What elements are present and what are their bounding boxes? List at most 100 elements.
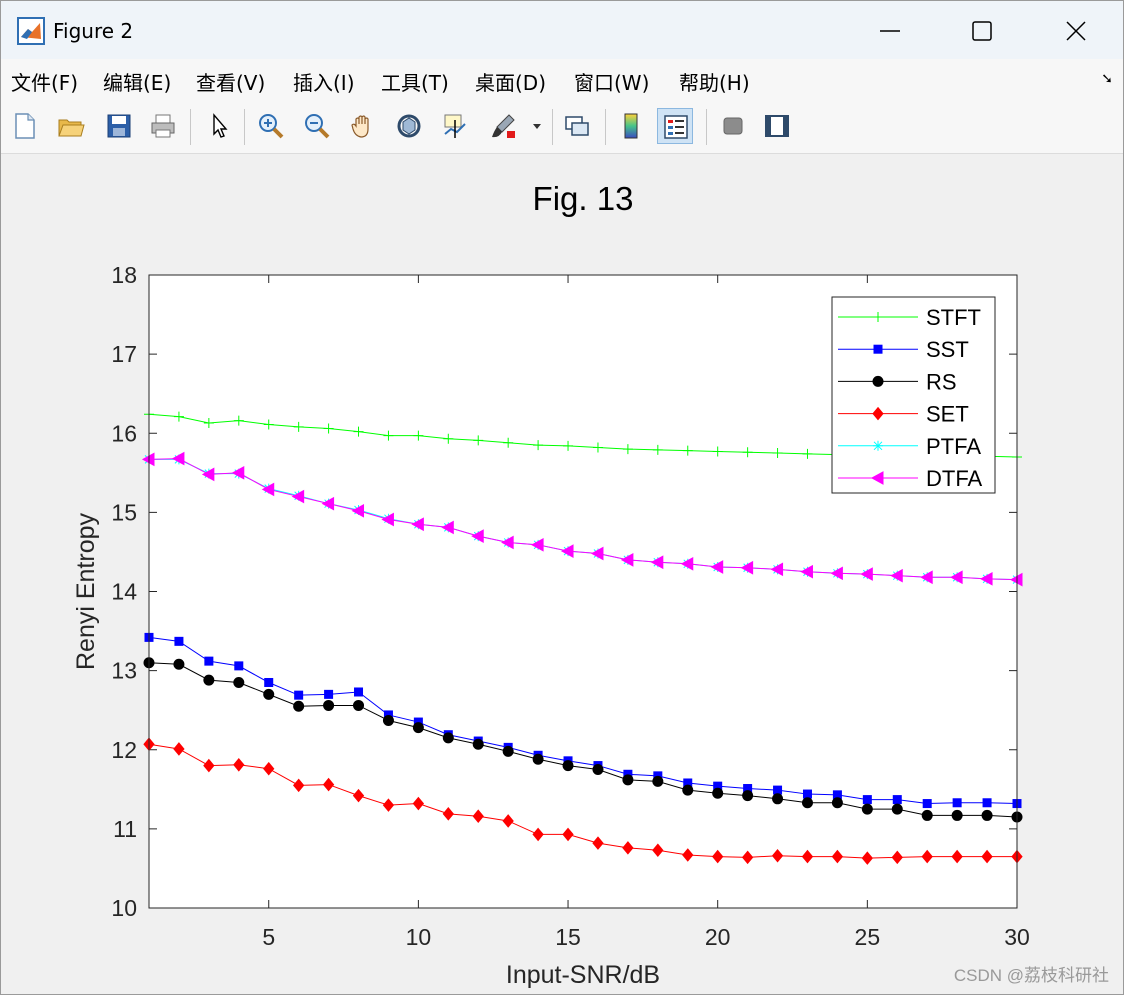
hide-plot-tools-icon bbox=[723, 117, 743, 135]
legend-button[interactable] bbox=[657, 108, 693, 144]
data-point-dtfa bbox=[560, 544, 574, 558]
data-point-stft bbox=[443, 433, 454, 444]
data-point-dtfa bbox=[920, 570, 933, 585]
legend-entry-sst: SST bbox=[838, 337, 969, 362]
toolbar-separator bbox=[244, 109, 245, 145]
y-tick-label: 11 bbox=[113, 816, 137, 842]
data-cursor-icon bbox=[444, 114, 466, 138]
legend-icon bbox=[664, 115, 688, 139]
data-point-sst bbox=[862, 795, 872, 805]
data-point-rs bbox=[981, 809, 993, 821]
legend-marker bbox=[873, 344, 883, 354]
dock-arrow-icon[interactable]: ➘ bbox=[1101, 71, 1113, 87]
menu-help[interactable]: 帮助(H) bbox=[679, 71, 750, 95]
open-file-button[interactable] bbox=[53, 108, 89, 144]
maximize-button[interactable] bbox=[959, 11, 1005, 51]
menu-edit[interactable]: 编辑(E) bbox=[103, 71, 172, 95]
menu-desktop[interactable]: 桌面(D) bbox=[475, 71, 547, 95]
legend-marker bbox=[872, 375, 884, 387]
data-point-set bbox=[173, 742, 185, 756]
data-point-set bbox=[622, 841, 634, 855]
data-point-set bbox=[412, 796, 425, 811]
new-figure-button[interactable] bbox=[7, 108, 43, 144]
show-plot-tools-button[interactable] bbox=[759, 108, 795, 144]
data-point-stft bbox=[802, 448, 813, 459]
save-button[interactable] bbox=[101, 108, 137, 144]
data-point-set bbox=[293, 778, 305, 793]
data-point-rs bbox=[592, 764, 604, 776]
data-cursor-button[interactable] bbox=[437, 108, 473, 144]
menu-window[interactable]: 窗口(W) bbox=[574, 71, 650, 95]
data-point-rs bbox=[293, 700, 305, 712]
menu-bar: 文件(F) 编辑(E) 查看(V) 插入(I) 工具(T) 桌面(D) 窗口(W… bbox=[1, 59, 1123, 101]
data-point-dtfa bbox=[261, 482, 275, 497]
data-point-sst bbox=[294, 690, 304, 700]
data-point-stft bbox=[233, 415, 244, 426]
pan-button[interactable] bbox=[345, 108, 381, 144]
legend-entry-set: SET bbox=[838, 402, 969, 427]
minimize-icon bbox=[880, 30, 900, 32]
data-point-stft bbox=[563, 440, 574, 451]
data-point-set bbox=[263, 761, 275, 776]
close-button[interactable] bbox=[1053, 11, 1099, 51]
legend-entry-ptfa: PTFA bbox=[838, 434, 981, 459]
data-point-rs bbox=[712, 787, 724, 799]
data-point-sst bbox=[174, 636, 184, 646]
data-point-dtfa bbox=[740, 560, 754, 575]
x-tick-label: 25 bbox=[855, 924, 881, 950]
data-point-sst bbox=[234, 661, 244, 671]
data-point-rs bbox=[173, 658, 185, 670]
data-point-sst bbox=[952, 798, 962, 808]
data-point-rs bbox=[801, 797, 813, 809]
menu-view[interactable]: 查看(V) bbox=[196, 71, 266, 95]
data-point-stft bbox=[293, 421, 304, 432]
menu-tools[interactable]: 工具(T) bbox=[381, 71, 449, 95]
x-tick-label: 20 bbox=[705, 924, 731, 950]
data-point-set bbox=[981, 849, 993, 864]
data-point-rs bbox=[472, 738, 484, 750]
brush-dropdown[interactable] bbox=[529, 108, 547, 144]
data-point-rs bbox=[323, 699, 335, 711]
data-point-rs bbox=[233, 676, 245, 688]
data-point-set bbox=[562, 827, 574, 842]
y-tick-label: 17 bbox=[111, 341, 137, 367]
data-point-stft bbox=[712, 446, 723, 457]
y-axis-label: Renyi Entropy bbox=[72, 512, 100, 670]
data-point-dtfa bbox=[381, 512, 394, 527]
data-point-set bbox=[831, 849, 844, 864]
data-point-set bbox=[502, 814, 514, 828]
data-point-rs bbox=[203, 674, 215, 686]
show-plot-tools-icon bbox=[765, 115, 789, 137]
colorbar-button[interactable] bbox=[613, 108, 649, 144]
data-point-dtfa bbox=[351, 503, 365, 518]
plot-figure[interactable]: Fig. 13 10 11 12 13 14 15 16 17 18 5 10 15 20 25 30 Inpu… bbox=[1, 154, 1123, 994]
data-point-rs bbox=[682, 784, 694, 796]
toolbar-separator bbox=[706, 109, 707, 145]
toolbar-separator bbox=[190, 109, 191, 145]
zoom-out-button[interactable] bbox=[299, 108, 335, 144]
data-point-stft bbox=[263, 419, 274, 430]
data-point-dtfa bbox=[980, 571, 993, 586]
data-point-stft bbox=[353, 426, 364, 437]
hide-plot-tools-button[interactable] bbox=[715, 108, 751, 144]
data-point-rs bbox=[951, 809, 963, 821]
series-rs bbox=[143, 657, 1023, 823]
data-point-set bbox=[382, 798, 395, 812]
link-plot-button[interactable] bbox=[559, 108, 595, 144]
data-point-rs bbox=[353, 699, 365, 711]
zoom-in-button[interactable] bbox=[253, 108, 289, 144]
rotate-3d-button[interactable] bbox=[391, 108, 427, 144]
data-point-sst bbox=[982, 798, 992, 808]
print-icon bbox=[151, 114, 175, 138]
menu-insert[interactable]: 插入(I) bbox=[293, 71, 355, 95]
data-point-rs bbox=[921, 809, 933, 821]
data-point-stft bbox=[742, 447, 753, 458]
menu-file[interactable]: 文件(F) bbox=[11, 71, 79, 95]
data-point-dtfa bbox=[860, 567, 873, 581]
minimize-button[interactable] bbox=[867, 11, 913, 51]
brush-button[interactable] bbox=[485, 108, 521, 144]
data-point-stft bbox=[323, 423, 334, 434]
select-arrow-button[interactable] bbox=[201, 108, 237, 144]
close-icon bbox=[1066, 21, 1086, 41]
print-button[interactable] bbox=[145, 108, 181, 144]
